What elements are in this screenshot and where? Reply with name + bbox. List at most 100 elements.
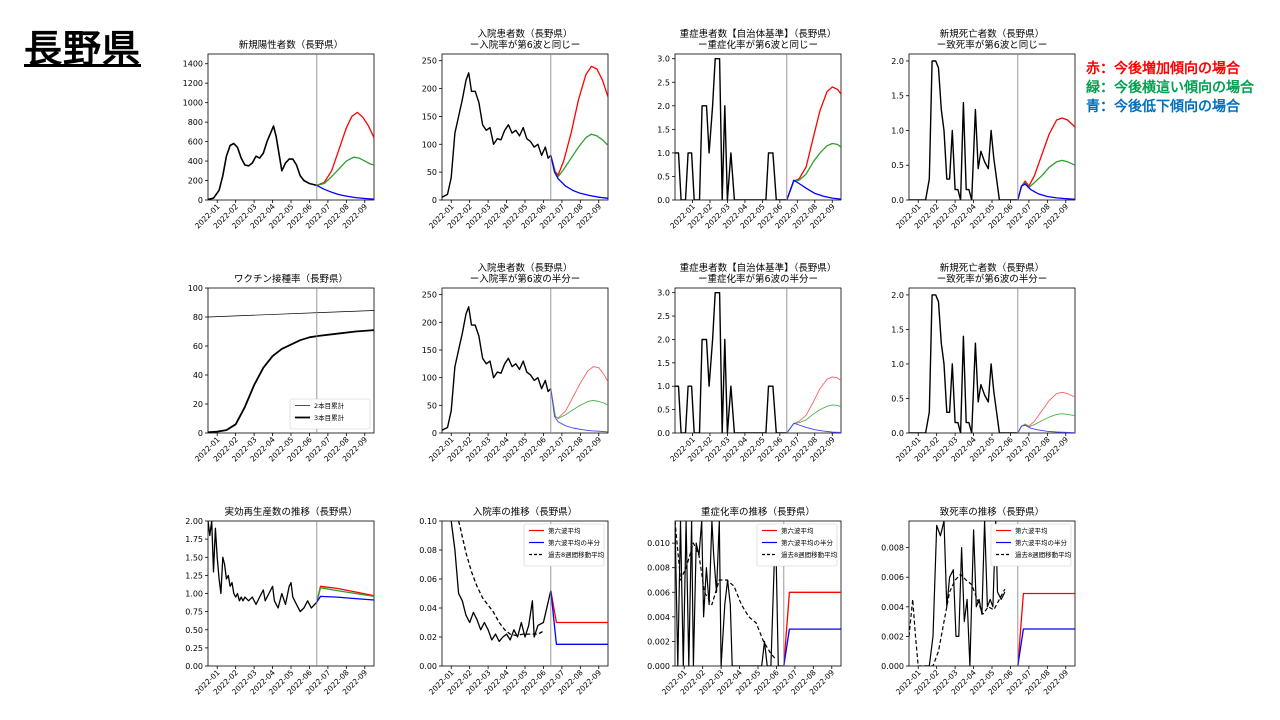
series-line-2	[786, 404, 841, 433]
chart-death_rate: 致死率の推移（長野県）0.0000.0020.0040.0060.0082022…	[881, 506, 1076, 697]
legend-label: 第六波平均の半分	[548, 538, 601, 547]
chart-hosp2: 入院患者数（長野県）ー入院率が第6波の半分ー050100150200250202…	[422, 262, 609, 464]
series-line-2	[786, 142, 841, 200]
y-tick-label: 200	[422, 318, 437, 327]
y-tick-label: 1.0	[891, 126, 904, 135]
y-tick-label: 0.10	[419, 517, 437, 526]
chart-subtitle: ー致死率が第6波の半分ー	[937, 273, 1048, 285]
y-tick-label: 0.5	[891, 394, 904, 403]
y-tick-label: 2.0	[657, 102, 670, 111]
chart-subtitle: ー入院率が第6波の半分ー	[470, 273, 581, 285]
y-tick-label: 1200	[183, 79, 203, 88]
chart-subtitle: ー致死率が第6波と同じー	[937, 39, 1048, 51]
chart-deaths2: 新規死亡者数（長野県）ー致死率が第6波の半分ー0.00.51.01.52.020…	[891, 262, 1076, 464]
series-line-1	[786, 376, 841, 433]
chart-title: 入院率の推移（長野県）	[473, 506, 578, 518]
y-tick-label: 0.008	[647, 564, 670, 573]
y-tick-label: 0	[432, 196, 437, 205]
y-tick-label: 20	[193, 400, 203, 409]
y-tick-label: 0.00	[419, 662, 437, 671]
y-tick-label: 0.0	[657, 429, 670, 438]
legend-label: 過去8週間移動平均	[548, 550, 605, 559]
series-line-0	[675, 58, 787, 200]
note-flat: 緑：今後横這い傾向の場合	[1086, 80, 1254, 96]
series-group	[909, 60, 1075, 200]
series-line-3	[783, 628, 841, 666]
y-tick-label: 1.5	[657, 125, 670, 134]
plot-frame	[207, 53, 375, 201]
series-line-3	[550, 388, 608, 433]
y-tick-label: 80	[193, 313, 203, 322]
chart-title: 重症患者数【自治体基準】（長野県）	[680, 262, 837, 274]
y-tick-label: 1.0	[657, 149, 670, 158]
y-tick-label: 100	[422, 374, 437, 383]
legend-label: 過去8週間移動平均	[1015, 550, 1072, 559]
series-line-2	[316, 156, 374, 187]
legend-label: 第六波平均の半分	[1015, 538, 1068, 547]
y-tick-label: 0	[432, 429, 437, 438]
y-tick-label: 0.06	[419, 575, 437, 584]
chart-title: 致死率の推移（長野県）	[940, 506, 1045, 518]
scenario-color-note: 赤：今後増加傾向の場合 緑：今後横這い傾向の場合 青：今後低下傾向の場合	[1086, 60, 1254, 117]
plot-frame	[908, 53, 1076, 201]
legend: 2本目累計 3本目累計	[289, 398, 371, 430]
page-title: 長野県	[24, 27, 142, 71]
series-line-3	[1017, 424, 1075, 433]
series-line-0	[909, 60, 1018, 200]
series-line-3	[786, 422, 841, 433]
legend-label: 2本目累計	[314, 401, 345, 410]
y-tick-label: 2.00	[185, 517, 203, 526]
y-tick-label: 100	[188, 284, 203, 293]
y-tick-label: 0.0	[891, 429, 904, 438]
plot-frame	[207, 520, 375, 667]
chart-title: 重症患者数【自治体基準】（長野県）	[680, 28, 837, 40]
y-tick-label: 200	[188, 177, 203, 186]
y-tick-label: 1.00	[185, 590, 203, 599]
series-line-3	[1017, 628, 1075, 666]
y-tick-label: 150	[422, 112, 437, 121]
y-tick-label: 60	[193, 342, 203, 351]
series-line-0	[208, 521, 318, 613]
y-tick-label: 800	[188, 118, 203, 127]
note-increase: 赤：今後増加傾向の場合	[1086, 61, 1240, 77]
series-group	[909, 521, 1075, 666]
series-line-2	[783, 591, 841, 666]
series-line-1	[208, 329, 374, 433]
series-line-1	[316, 111, 374, 187]
y-tick-label: 1.75	[185, 535, 203, 544]
series-line-3	[550, 155, 608, 199]
chart-cases: 新規陽性者数（長野県）02004006008001000120014002022…	[183, 39, 375, 231]
y-tick-label: 600	[188, 138, 203, 147]
series-group	[675, 521, 841, 666]
y-tick-label: 2.0	[891, 57, 904, 66]
series-line-1	[457, 521, 544, 637]
chart-title: 新規陽性者数（長野県）	[239, 39, 344, 51]
y-tick-label: 1.25	[185, 571, 203, 580]
series-line-0	[208, 125, 317, 200]
y-tick-label: 0.006	[647, 588, 670, 597]
series-line-0	[675, 521, 784, 666]
y-tick-label: 0.04	[419, 604, 437, 613]
series-line-2	[1017, 413, 1075, 433]
chart-hosp_rate: 入院率の推移（長野県）0.000.020.040.060.080.102022-…	[419, 506, 609, 697]
y-tick-label: 0.004	[647, 613, 670, 622]
series-line-3	[786, 179, 841, 200]
chart-vaccine: ワクチン接種率（長野県）0204060801002022-012022-0220…	[188, 273, 375, 464]
y-tick-label: 2.5	[657, 78, 670, 87]
legend-label: 第六波平均	[1015, 526, 1048, 535]
y-tick-label: 2.5	[657, 312, 670, 321]
y-tick-label: 250	[422, 291, 437, 300]
y-tick-label: 0.08	[419, 546, 437, 555]
y-tick-label: 0.5	[891, 161, 904, 170]
plot-frame	[674, 287, 842, 434]
y-tick-label: 1.5	[891, 325, 904, 334]
legend-label: 第六波平均	[548, 526, 581, 535]
y-tick-label: 40	[193, 371, 203, 380]
series-line-1	[786, 86, 841, 200]
chart-title: ワクチン接種率（長野県）	[234, 273, 348, 285]
y-tick-label: 0.75	[185, 608, 203, 617]
series-line-2	[316, 587, 374, 603]
